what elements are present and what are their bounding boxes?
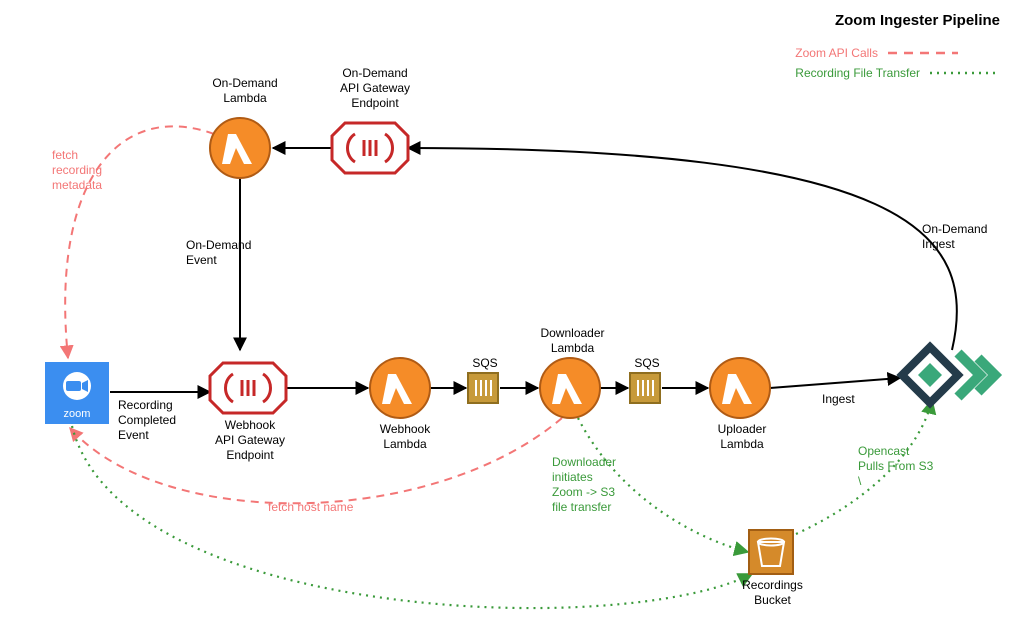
webhook-gateway-icon: [210, 363, 286, 413]
edges-green: [72, 400, 932, 608]
edge-label-fetch-host: fetch host name: [268, 500, 353, 515]
svg-text:zoom: zoom: [64, 408, 91, 420]
webhook-lambda-label: WebhookLambda: [370, 422, 440, 452]
edges-red: [65, 126, 562, 503]
edge-zoom-to-bucket: [72, 426, 752, 608]
edge-label-ondemand-event: On-DemandEvent: [186, 238, 251, 268]
webhook-gateway-label: WebhookAPI GatewayEndpoint: [205, 418, 295, 463]
sqs1-icon: [468, 373, 498, 403]
diagram-canvas: Zoom Ingester Pipeline Zoom API Calls Re…: [0, 0, 1022, 627]
edge-label-fetch-meta: fetchrecordingmetadata: [52, 148, 102, 193]
edges-nodes-svg: zoom: [0, 0, 1022, 627]
od-lambda-icon: [210, 118, 270, 178]
uploader-label: UploaderLambda: [707, 422, 777, 452]
edge-label-pulls-s3: OpencastPulls From S3\: [858, 444, 933, 489]
od-gateway-label: On-DemandAPI GatewayEndpoint: [335, 66, 415, 111]
od-gateway-icon: [332, 123, 408, 173]
edge-label-rec-completed: RecordingCompletedEvent: [118, 398, 176, 443]
bucket-icon: [749, 530, 793, 574]
edge-opencast-to-odgw: [408, 148, 957, 350]
sqs1-label: SQS: [470, 356, 500, 371]
od-lambda-label: On-DemandLambda: [205, 76, 285, 106]
sqs2-icon: [630, 373, 660, 403]
webhook-lambda-icon: [370, 358, 430, 418]
downloader-label: DownloaderLambda: [530, 326, 615, 356]
bucket-label: RecordingsBucket: [735, 578, 810, 608]
opencast-icon: [902, 347, 995, 403]
edge-uploader-to-opencast: [770, 378, 900, 388]
edge-label-ingest: Ingest: [822, 392, 855, 407]
sqs2-label: SQS: [632, 356, 662, 371]
edge-label-dl-initiates: DownloaderinitiatesZoom -> S3file transf…: [552, 455, 616, 515]
downloader-lambda-icon: [540, 358, 600, 418]
zoom-icon: zoom: [45, 362, 109, 424]
edge-label-ondemand-ingest: On-DemandIngest: [922, 222, 987, 252]
uploader-lambda-icon: [710, 358, 770, 418]
